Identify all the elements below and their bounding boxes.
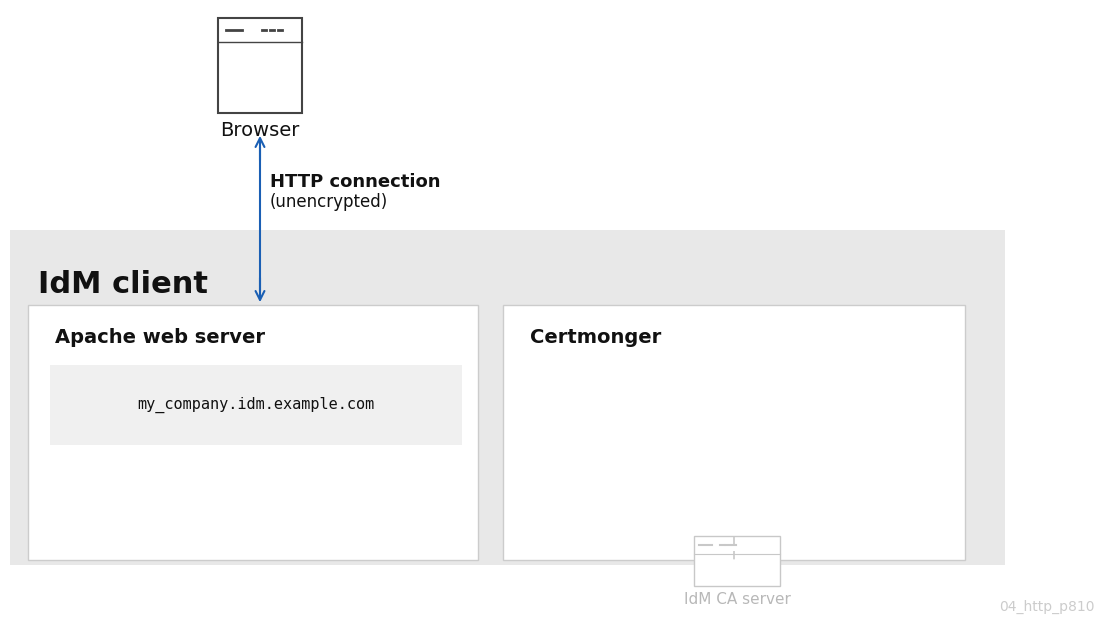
Bar — [50, 365, 461, 445]
Bar — [218, 18, 302, 113]
Text: HTTP connection: HTTP connection — [270, 173, 440, 191]
Text: IdM client: IdM client — [38, 270, 208, 299]
Bar — [28, 305, 478, 560]
Text: Certmonger: Certmonger — [530, 328, 661, 347]
Bar — [10, 230, 1005, 565]
Text: (unencrypted): (unencrypted) — [270, 193, 389, 211]
Text: IdM CA server: IdM CA server — [683, 592, 791, 607]
Text: Browser: Browser — [221, 121, 300, 140]
Bar — [503, 305, 965, 560]
Text: 04_http_p810: 04_http_p810 — [999, 600, 1095, 614]
Text: my_company.idm.example.com: my_company.idm.example.com — [138, 397, 374, 413]
Bar — [694, 536, 780, 586]
Text: Apache web server: Apache web server — [55, 328, 265, 347]
